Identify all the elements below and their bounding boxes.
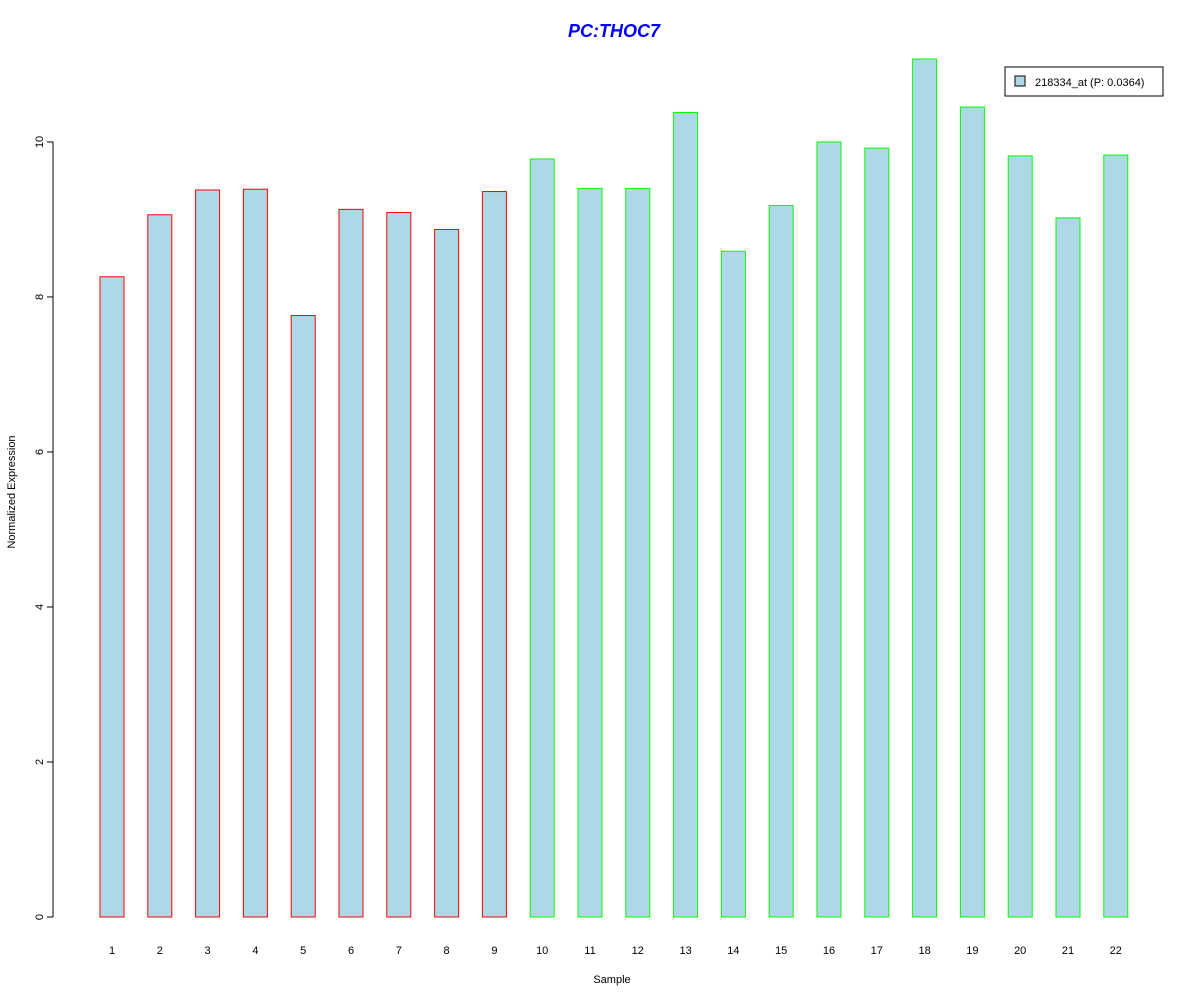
bar	[720, 250, 746, 918]
bar	[147, 214, 173, 918]
legend-box	[1004, 66, 1164, 97]
x-tick-label: 6	[348, 945, 354, 957]
y-tick-label: 2	[34, 759, 46, 765]
y-tick-label: 4	[34, 604, 46, 610]
bar	[338, 208, 364, 918]
legend: 218334_at (P: 0.0364)	[1004, 66, 1164, 97]
bar	[386, 211, 412, 918]
chart-title: PC:THOC7	[568, 21, 661, 41]
bar	[864, 147, 890, 918]
x-tick-label: 15	[775, 945, 787, 957]
bar	[1055, 217, 1081, 918]
bar	[99, 276, 125, 918]
y-tick-label: 0	[34, 914, 46, 920]
legend-swatch	[1014, 75, 1026, 87]
x-tick-label: 18	[918, 945, 930, 957]
x-tick-label: 11	[584, 945, 595, 957]
y-axis-label: Normalized Expression	[6, 435, 18, 548]
bar	[912, 58, 938, 918]
x-tick-label: 20	[1014, 945, 1026, 957]
x-tick-label: 4	[252, 945, 258, 957]
bar	[290, 315, 316, 918]
bar	[577, 187, 603, 918]
bar	[195, 189, 221, 918]
x-tick-label: 3	[205, 945, 211, 957]
x-tick-label: 9	[491, 945, 497, 957]
x-axis-label: Sample	[593, 974, 630, 986]
bar	[816, 141, 842, 918]
bar	[959, 106, 985, 918]
bar	[242, 188, 268, 918]
x-tick-label: 19	[966, 945, 978, 957]
x-tick-label: 7	[396, 945, 402, 957]
y-tick-label: 10	[34, 136, 46, 148]
bar	[673, 111, 699, 918]
y-tick-label: 6	[34, 449, 46, 455]
bars	[99, 58, 1129, 918]
bar	[625, 187, 651, 918]
bar	[481, 191, 507, 918]
x-tick-label: 12	[632, 945, 644, 957]
bar	[434, 229, 460, 918]
bar	[768, 204, 794, 918]
y-tick-label: 8	[34, 294, 46, 300]
x-tick-label: 8	[444, 945, 450, 957]
x-tick-label: 5	[300, 945, 306, 957]
x-tick-label: 10	[536, 945, 548, 957]
x-tick-label: 1	[109, 945, 115, 957]
x-tick-label: 13	[679, 945, 691, 957]
x-tick-label: 22	[1110, 945, 1122, 957]
legend-label: 218334_at (P: 0.0364)	[1035, 77, 1144, 89]
bar	[529, 158, 555, 918]
x-tick-label: 16	[823, 945, 835, 957]
bar	[1007, 155, 1033, 918]
x-tick-label: 21	[1062, 945, 1074, 957]
x-tick-label: 2	[157, 945, 163, 957]
x-axis: 1 2 3 4 5 6 7 8 9 10 11 12 13 14 15 16 17 18 19 20 21 22	[109, 945, 1122, 957]
bar	[1103, 154, 1129, 918]
y-axis: 0 2 4 6 8 10	[34, 136, 54, 920]
x-tick-label: 14	[727, 945, 739, 957]
x-tick-label: 17	[871, 945, 883, 957]
